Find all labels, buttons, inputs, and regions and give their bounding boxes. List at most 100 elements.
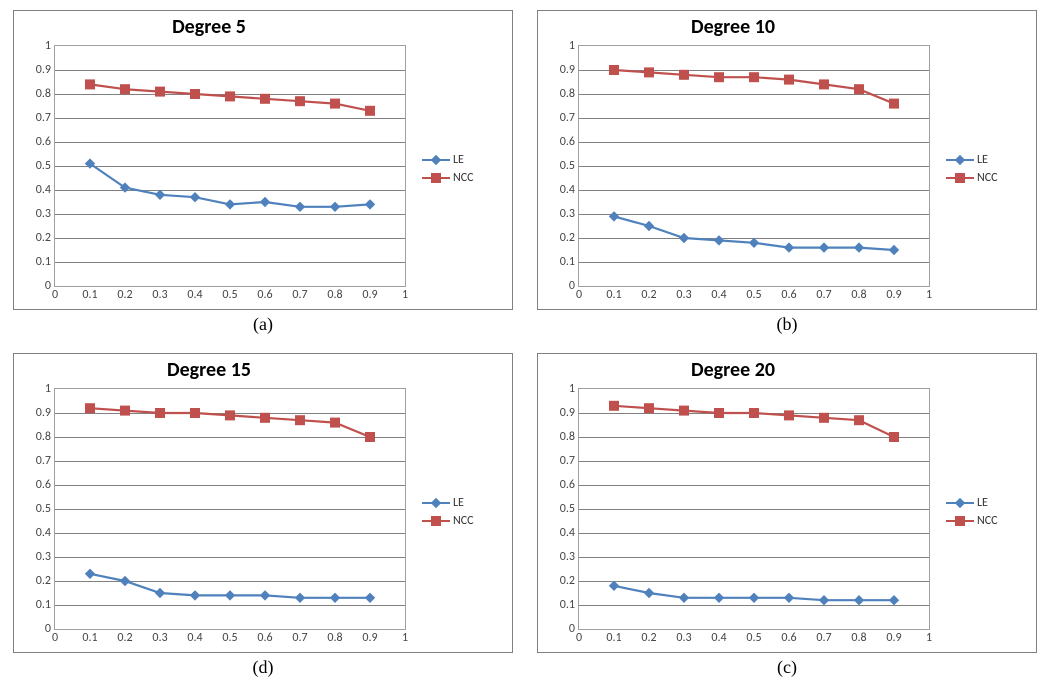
legend-label: NCC	[453, 514, 474, 528]
ytick-label: 0.4	[36, 183, 55, 197]
legend-item-ncc: NCC	[946, 169, 998, 187]
chart-box: Degree 500.10.20.30.40.50.60.70.80.9100.…	[13, 10, 513, 310]
ytick-label: 0.6	[36, 478, 55, 492]
xtick-label: 0.9	[362, 286, 377, 302]
ytick-label: 0.5	[36, 502, 55, 516]
ytick-label: 0.4	[36, 526, 55, 540]
series-svg	[579, 46, 929, 286]
plot-area: 00.10.20.30.40.50.60.70.80.9100.10.20.30…	[578, 388, 930, 630]
legend: LE NCC	[946, 494, 998, 530]
xtick-label: 0.3	[676, 286, 691, 302]
xtick-label: 0.1	[82, 286, 97, 302]
ytick-label: 0.2	[560, 574, 579, 588]
legend-item-ncc: NCC	[946, 512, 998, 530]
xtick-label: 0.6	[781, 629, 796, 645]
ytick-label: 0.8	[560, 430, 579, 444]
chart-panel-d: Degree 1500.10.20.30.40.50.60.70.80.9100…	[10, 353, 516, 678]
ytick-label: 1	[45, 382, 55, 396]
xtick-label: 0.6	[781, 286, 796, 302]
xtick-label: 0.5	[746, 629, 761, 645]
ytick-label: 0.5	[36, 159, 55, 173]
ytick-label: 0.7	[560, 454, 579, 468]
legend-line-icon	[422, 520, 450, 522]
xtick-label: 0.6	[257, 286, 272, 302]
chart-title: Degree 10	[538, 15, 928, 39]
ytick-label: 1	[45, 39, 55, 53]
legend-label: LE	[977, 496, 988, 510]
legend-line-icon	[946, 502, 974, 504]
panel-caption: (a)	[253, 314, 273, 335]
panel-caption: (b)	[777, 314, 798, 335]
xtick-label: 0.3	[676, 629, 691, 645]
xtick-label: 0.3	[152, 286, 167, 302]
xtick-label: 0.2	[641, 286, 656, 302]
panel-caption: (d)	[253, 657, 274, 678]
ytick-label: 0.7	[36, 111, 55, 125]
chart-box: Degree 1500.10.20.30.40.50.60.70.80.9100…	[13, 353, 513, 653]
xtick-label: 0	[52, 286, 58, 302]
legend-item-ncc: NCC	[422, 512, 474, 530]
ytick-label: 0.4	[560, 183, 579, 197]
xtick-label: 1	[402, 629, 408, 645]
ytick-label: 0.8	[36, 430, 55, 444]
ytick-label: 0.8	[36, 87, 55, 101]
chart-box: Degree 2000.10.20.30.40.50.60.70.80.9100…	[537, 353, 1037, 653]
xtick-label: 0.9	[362, 629, 377, 645]
xtick-label: 1	[926, 286, 932, 302]
series-svg	[55, 389, 405, 629]
legend-label: LE	[977, 153, 988, 167]
chart-grid: Degree 500.10.20.30.40.50.60.70.80.9100.…	[10, 10, 1040, 678]
legend-item-ncc: NCC	[422, 169, 474, 187]
xtick-label: 0.8	[851, 629, 866, 645]
chart-panel-a: Degree 500.10.20.30.40.50.60.70.80.9100.…	[10, 10, 516, 335]
legend-label: LE	[453, 153, 464, 167]
ytick-label: 0.7	[560, 111, 579, 125]
plot-area: 00.10.20.30.40.50.60.70.80.9100.10.20.30…	[578, 45, 930, 287]
legend-item-le: LE	[422, 494, 474, 512]
ytick-label: 0.6	[560, 478, 579, 492]
xtick-label: 0.5	[746, 286, 761, 302]
plot-area: 00.10.20.30.40.50.60.70.80.9100.10.20.30…	[54, 45, 406, 287]
series-svg	[55, 46, 405, 286]
xtick-label: 0.1	[606, 286, 621, 302]
xtick-label: 0.5	[222, 286, 237, 302]
ytick-label: 0.6	[560, 135, 579, 149]
chart-title: Degree 20	[538, 358, 928, 382]
ytick-label: 0.3	[36, 207, 55, 221]
xtick-label: 0.4	[711, 629, 726, 645]
ytick-label: 0.8	[560, 87, 579, 101]
ytick-label: 0.3	[36, 550, 55, 564]
xtick-label: 0	[576, 629, 582, 645]
legend-line-icon	[946, 159, 974, 161]
chart-title: Degree 5	[14, 15, 404, 39]
legend-item-le: LE	[946, 494, 998, 512]
ytick-label: 0.1	[36, 598, 55, 612]
legend-line-icon	[422, 177, 450, 179]
legend-line-icon	[946, 177, 974, 179]
legend: LE NCC	[946, 151, 998, 187]
legend: LE NCC	[422, 494, 474, 530]
ytick-label: 0.1	[36, 255, 55, 269]
xtick-label: 0.9	[886, 629, 901, 645]
ytick-label: 0.5	[560, 502, 579, 516]
xtick-label: 0.5	[222, 629, 237, 645]
legend-item-le: LE	[422, 151, 474, 169]
xtick-label: 0.1	[82, 629, 97, 645]
ytick-label: 0.6	[36, 135, 55, 149]
legend-label: NCC	[453, 171, 474, 185]
ytick-label: 0.2	[36, 231, 55, 245]
ytick-label: 0.1	[560, 255, 579, 269]
xtick-label: 0.2	[641, 629, 656, 645]
ytick-label: 1	[569, 382, 579, 396]
ytick-label: 0.5	[560, 159, 579, 173]
xtick-label: 0.1	[606, 629, 621, 645]
xtick-label: 0.2	[117, 629, 132, 645]
xtick-label: 0.2	[117, 286, 132, 302]
ytick-label: 0.9	[36, 63, 55, 77]
chart-title: Degree 15	[14, 358, 404, 382]
legend-label: NCC	[977, 514, 998, 528]
ytick-label: 0.4	[560, 526, 579, 540]
xtick-label: 0.7	[292, 629, 307, 645]
xtick-label: 0.8	[851, 286, 866, 302]
xtick-label: 0.7	[292, 286, 307, 302]
